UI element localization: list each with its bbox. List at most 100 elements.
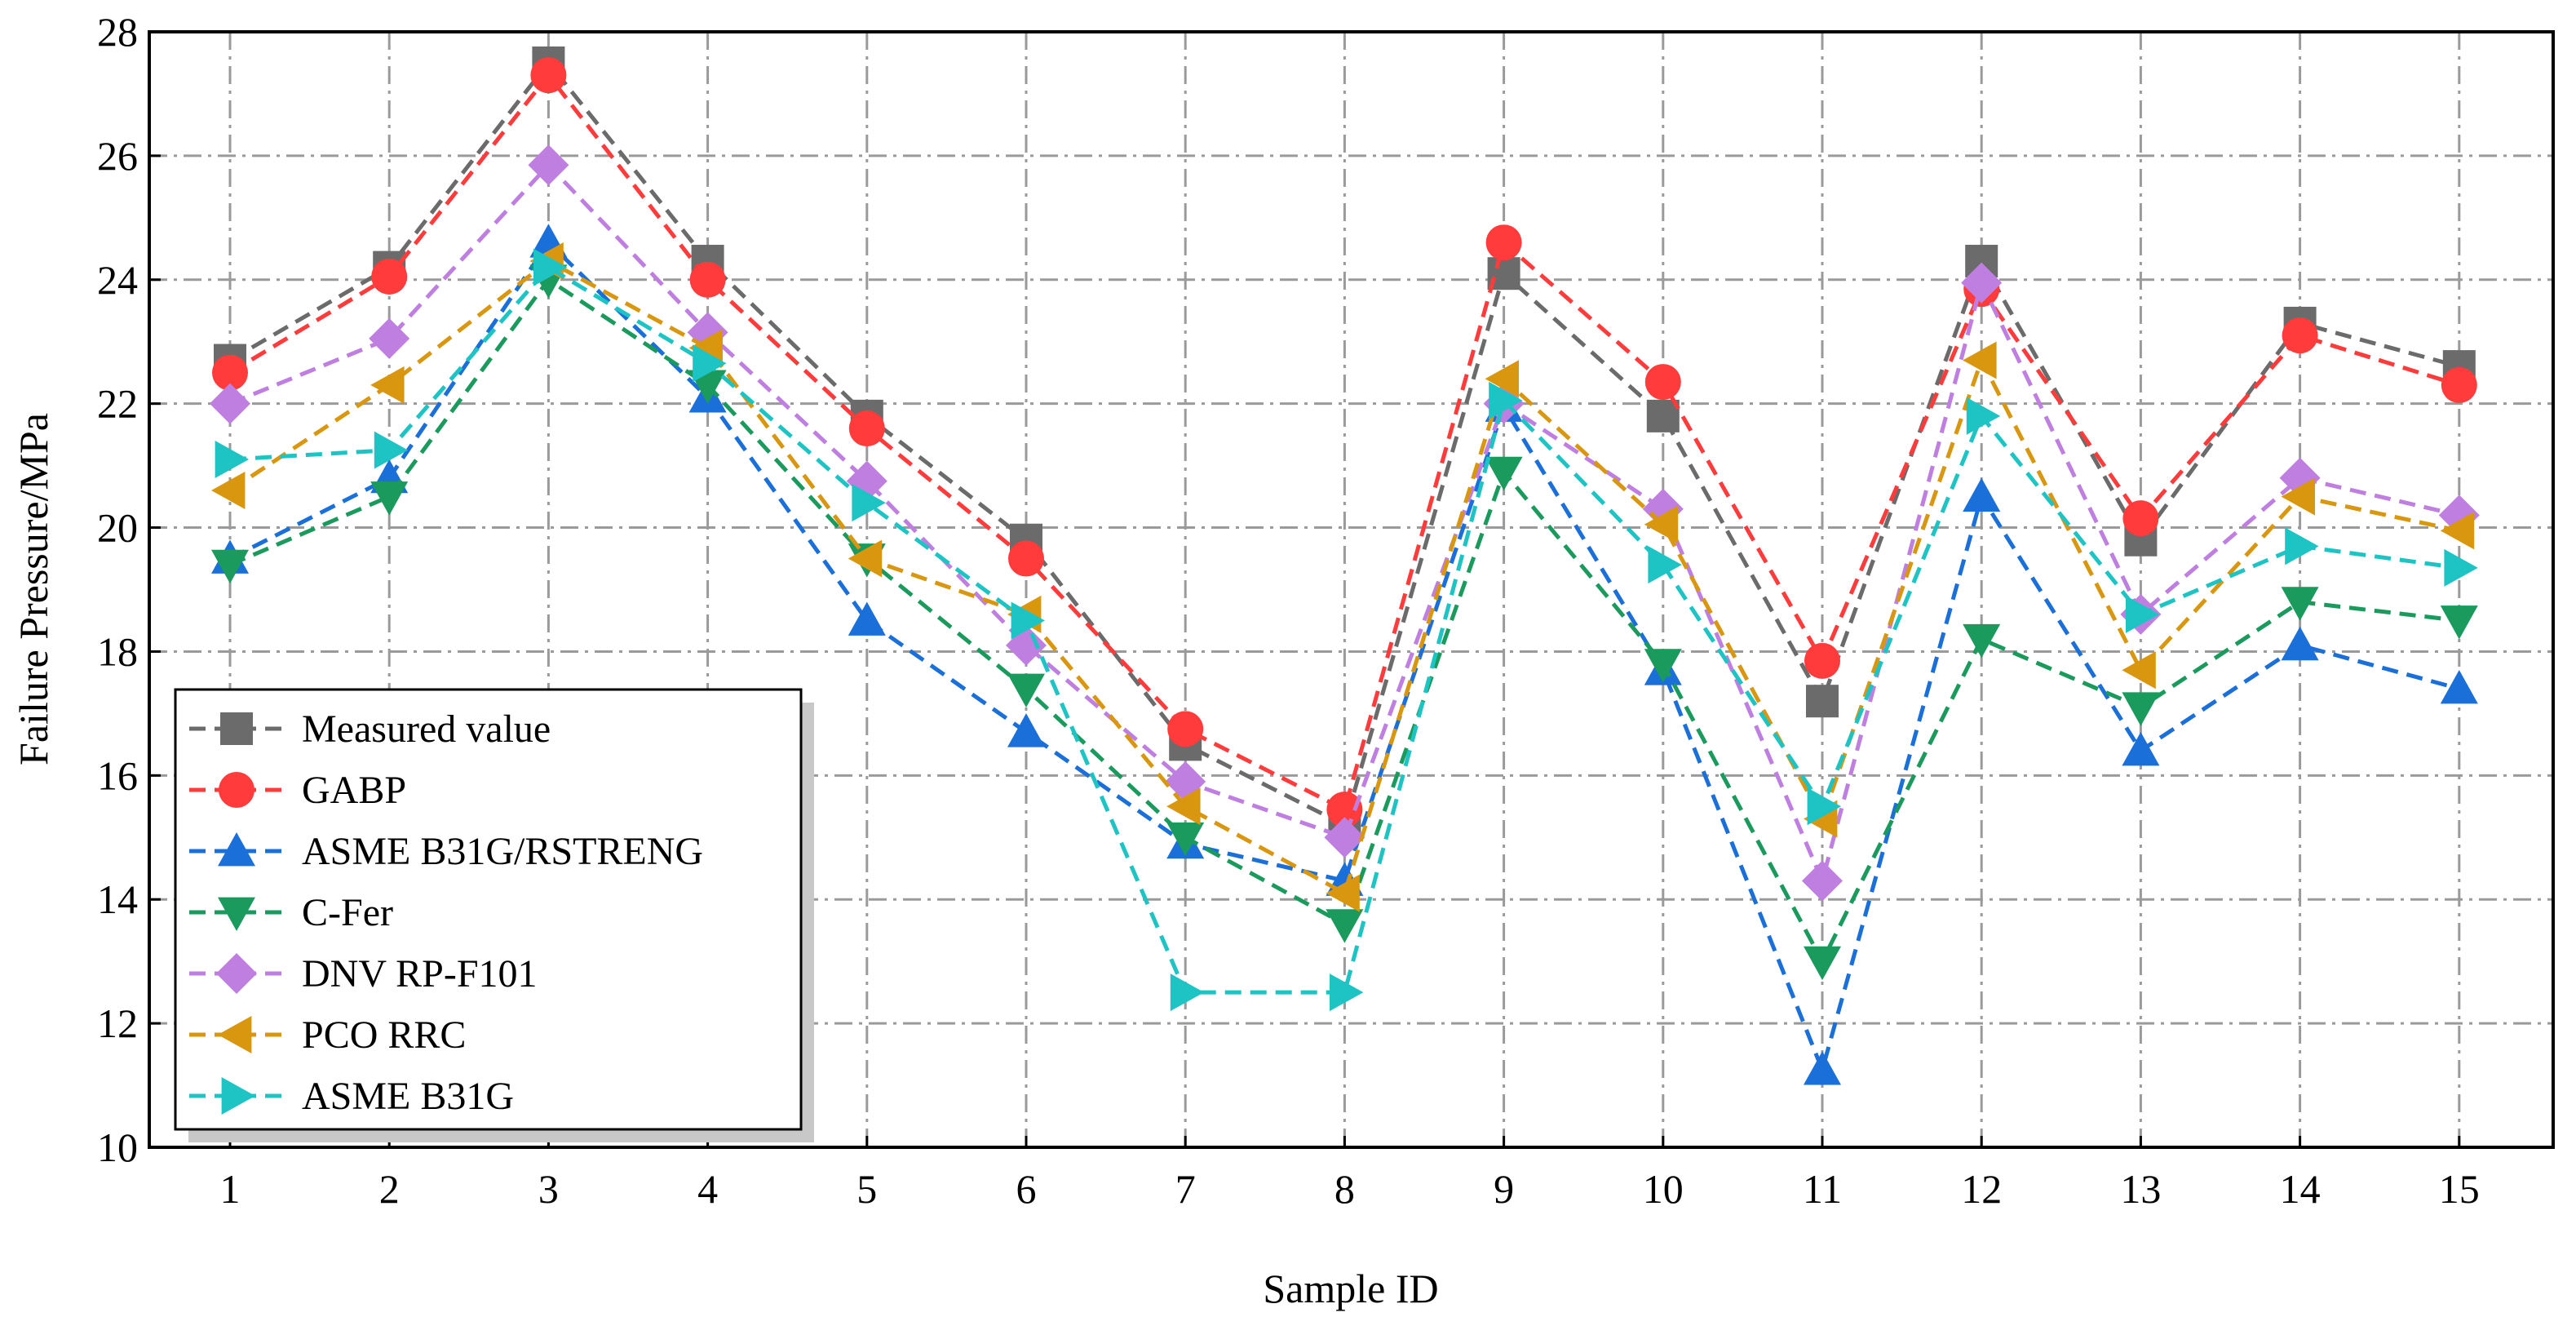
data-point [1326,874,1360,912]
data-point [1961,262,2003,304]
data-point [1007,673,1045,708]
data-point [370,366,405,404]
data-point [2441,366,2477,403]
x-tick-label: 14 [2280,1166,2321,1212]
y-tick-label: 14 [97,876,138,922]
data-point [2440,605,2478,640]
legend-item: PCO RRC [189,1013,466,1057]
y-tick-label: 22 [97,381,138,427]
data-point [2440,512,2475,550]
data-point [1644,505,1679,543]
data-point [1646,399,1680,432]
data-point [1489,381,1523,419]
y-tick-label: 24 [97,257,138,303]
data-point [211,549,249,584]
y-tick-label: 12 [97,1000,138,1046]
legend-label: DNV RP-F101 [302,952,538,996]
x-tick-label: 3 [538,1166,559,1212]
data-point [1166,822,1205,857]
legend-item: ASME B31G/RSTRENG [189,830,703,873]
data-point [1166,787,1201,826]
data-point [1644,649,1682,683]
legend-marker [218,897,255,931]
data-point [2281,587,2319,621]
x-tick-label: 12 [1961,1166,2002,1212]
data-point [212,354,248,391]
data-point [1167,711,1204,747]
data-point [1170,973,1205,1012]
series-line [229,264,2460,995]
legend: Measured value GABP ASME B31G/RSTRENG C-Fer… [174,688,814,1142]
legend-item: ASME B31G [189,1075,514,1118]
data-point [852,484,886,522]
x-axis: 1 2 3 4 5 6 7 8 9 10 11 12 13 14 15 [220,1136,2480,1212]
data-point [689,261,726,298]
data-point [1804,946,1841,981]
data-point [2126,595,2160,633]
legend-label: PCO RRC [302,1013,466,1057]
series-c-fer [211,264,2478,981]
series-line [228,72,2460,813]
data-point [1326,909,1364,943]
data-point [1485,360,1519,398]
y-tick-label: 16 [97,752,138,798]
data-point [1804,1051,1841,1085]
data-point [374,431,409,469]
data-point [533,248,568,286]
y-axis-title: Failure Pressure/MPa [11,413,56,765]
data-point [528,144,569,186]
data-point [2285,527,2319,565]
data-point [1008,540,1044,577]
data-point [2282,317,2318,354]
data-point [2281,477,2315,516]
x-tick-label: 4 [697,1166,718,1212]
series-pco-rrc [211,242,2475,912]
legend-marker [218,832,255,867]
y-tick-label: 26 [97,133,138,179]
x-axis-title: Sample ID [1263,1266,1438,1311]
series-line [228,239,2460,1076]
data-point [2281,626,2319,661]
data-point [530,57,567,94]
data-point [370,481,409,516]
data-point [848,539,883,578]
data-point [1330,973,1364,1012]
y-tick-label: 20 [97,505,138,551]
legend-item: GABP [189,769,406,812]
legend-label: C-Fer [302,891,393,934]
legend-item: DNV RP-F101 [189,952,538,996]
data-point [2122,692,2160,726]
data-point [1326,792,1363,828]
x-tick-label: 5 [856,1166,877,1212]
x-tick-label: 9 [1494,1166,1514,1212]
data-point [1802,860,1843,902]
legend-marker [216,953,257,994]
data-point [2122,500,2159,537]
x-tick-label: 1 [220,1166,241,1212]
data-point [1804,642,1840,679]
series-line [228,259,2460,897]
data-point [1485,224,1522,261]
y-axis: 10 12 14 16 18 20 22 24 26 28 [97,9,161,1170]
data-point [1644,364,1681,401]
data-point [371,258,408,295]
legend-item: C-Fer [189,891,393,934]
legend-label: GABP [302,769,406,812]
legend-item: Measured value [189,707,551,751]
data-point [1007,713,1045,747]
data-point [848,601,886,636]
legend-label: Measured value [302,707,551,751]
series-asme-b31g [215,248,2478,1012]
x-tick-label: 8 [1334,1166,1355,1212]
legend-label: ASME B31G [302,1075,514,1118]
x-tick-label: 10 [1643,1166,1684,1212]
data-point [1963,623,2001,659]
x-tick-label: 2 [379,1166,400,1212]
data-point [2440,670,2478,704]
legend-label: ASME B31G/RSTRENG [302,830,703,873]
data-point [211,471,246,509]
y-tick-label: 18 [97,628,138,674]
data-point [1963,477,2001,512]
legend-marker [218,1016,252,1053]
